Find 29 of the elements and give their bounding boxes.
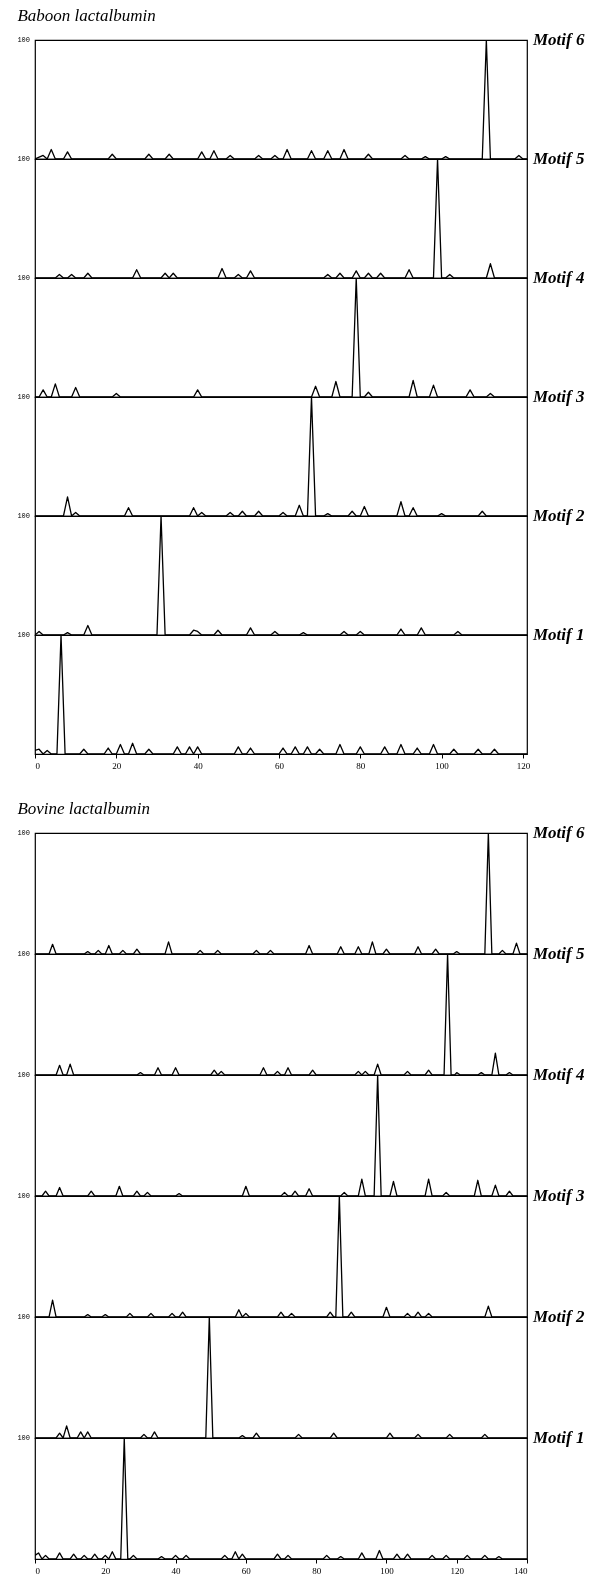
x-tick-label: 140 — [514, 1565, 528, 1576]
text: Motif 2 — [532, 506, 585, 525]
x-tick-label: 80 — [356, 760, 366, 771]
x-tick-label: 40 — [193, 760, 204, 771]
text: Motif 2 — [532, 1307, 585, 1326]
x-tick-label: 80 — [312, 1565, 322, 1576]
text: Motif 5 — [532, 149, 585, 168]
x-tick-label: 100 — [435, 760, 450, 771]
text: Motif 6 — [532, 30, 585, 49]
x-tick-label: 120 — [450, 1565, 465, 1576]
x-tick-label: 40 — [171, 1565, 182, 1576]
text: Motif 3 — [532, 1186, 585, 1205]
chart-title: Baboon lactalbumin — [17, 6, 156, 25]
x-tick-label: 0 — [35, 760, 41, 771]
x-tick-label: 60 — [274, 760, 285, 771]
x-tick-label: 20 — [112, 760, 122, 771]
text: Motif 3 — [532, 387, 585, 406]
text: Motif 1 — [532, 1428, 585, 1447]
text: Motif 6 — [532, 823, 585, 842]
x-tick-label: 120 — [516, 760, 531, 771]
x-tick-label: 100 — [380, 1565, 395, 1576]
text: Motif 4 — [532, 268, 585, 287]
text: Motif 4 — [532, 1065, 585, 1084]
x-tick-label: 0 — [35, 1565, 41, 1576]
text: Motif 1 — [532, 625, 585, 644]
text: Motif 5 — [532, 944, 585, 963]
x-tick-label: 60 — [241, 1565, 252, 1576]
x-tick-label: 20 — [101, 1565, 111, 1576]
chart-title: Bovine lactalbumin — [17, 799, 151, 818]
